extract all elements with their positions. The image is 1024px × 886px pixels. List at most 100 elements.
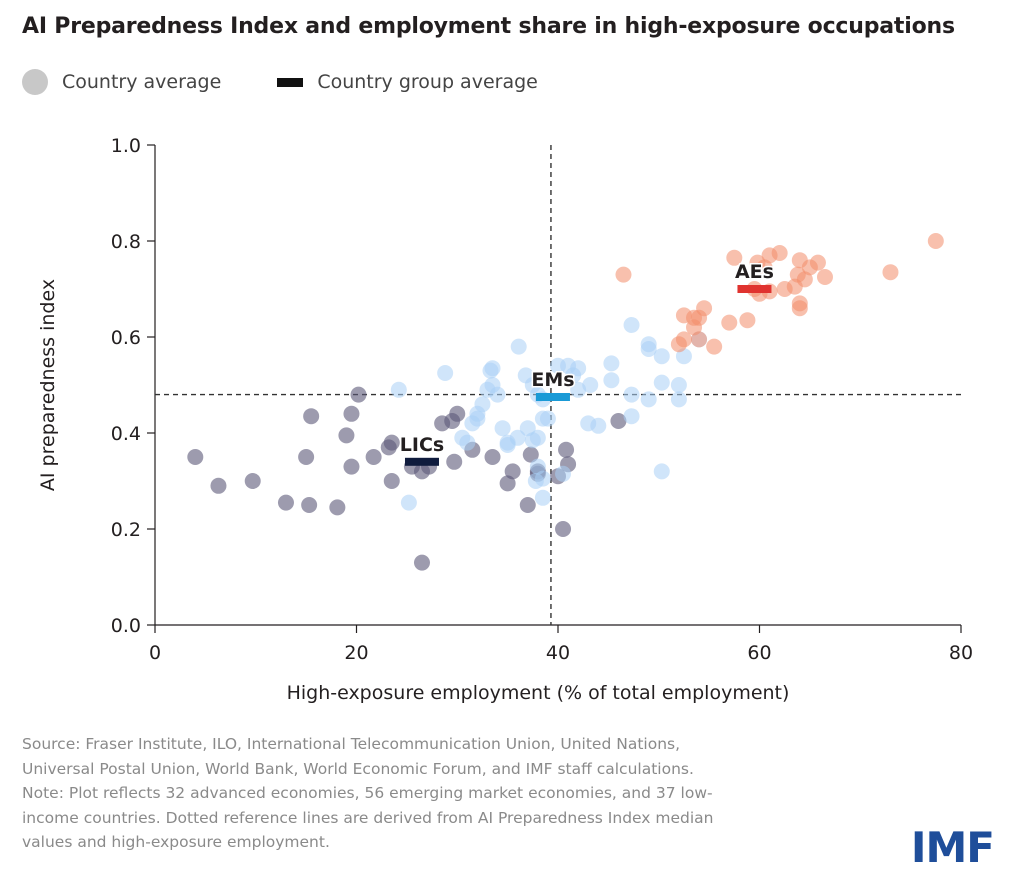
source-line: Source: Fraser Institute, ILO, Internati… (22, 735, 681, 753)
data-point-aes (927, 233, 944, 249)
data-point-lics (301, 497, 318, 513)
data-point-ems (437, 365, 454, 381)
x-tick-label: 20 (344, 642, 368, 664)
data-point-ems (670, 377, 687, 393)
data-point-ems (580, 415, 597, 432)
data-point-aes (771, 245, 788, 261)
data-point-lics (338, 427, 355, 444)
data-point-ems (653, 348, 670, 365)
y-axis-title: AI preparedness index (37, 279, 59, 491)
data-point-lics (329, 499, 346, 516)
data-point-aes (615, 266, 632, 283)
scatter-chart: 0.0 0.2 0.4 0.6 0.8 1.0 0 20 40 60 80 High-exposure… (37, 135, 973, 704)
data-point-ems (529, 429, 546, 446)
data-point-aes (686, 319, 703, 336)
data-point-aes (670, 336, 687, 353)
data-point-lics (499, 475, 516, 492)
data-point-aes (809, 254, 826, 271)
x-tick-label: 60 (747, 642, 771, 664)
group-label-lics: LICs (400, 434, 444, 456)
x-axis-title: High-exposure employment (% of total emp… (287, 682, 790, 704)
data-point-ems (675, 348, 692, 365)
group-label-ems: EMs (531, 369, 574, 391)
data-point-aes (721, 314, 738, 331)
note-line: income countries. Dotted reference lines… (22, 808, 714, 827)
data-point-ems (499, 434, 516, 451)
legend: Country average Country group average (22, 66, 594, 98)
data-point-ems (517, 367, 534, 384)
data-point-ems (484, 377, 501, 393)
data-point-lics (519, 497, 536, 513)
legend-item-group-average: Country group average (277, 71, 538, 93)
data-point-ems (534, 489, 551, 506)
source-line: Universal Postal Union, World Bank, Worl… (22, 759, 694, 778)
data-point-lics (446, 453, 463, 470)
chart-title: AI Preparedness Index and employment sha… (22, 14, 955, 39)
data-point-lics (244, 473, 261, 489)
imf-logo: IMF (910, 823, 995, 872)
data-point-aes (706, 338, 723, 355)
y-tick-label: 0.0 (111, 615, 141, 637)
data-point-ems (653, 463, 670, 480)
data-point-lics (343, 405, 360, 422)
data-point-ems (390, 381, 407, 398)
data-point-aes (816, 269, 833, 285)
data-point-ems (494, 420, 511, 437)
data-point-lics (277, 494, 294, 511)
data-point-ems (603, 372, 620, 389)
legend-item-country-average: Country average (22, 69, 221, 95)
data-point-ems (603, 355, 620, 372)
data-point-ems (565, 367, 582, 384)
data-point-aes (786, 278, 803, 295)
data-point-lics (383, 434, 400, 451)
y-tick-label: 0.2 (111, 519, 141, 541)
data-point-lics (303, 408, 320, 425)
data-point-lics (343, 458, 360, 475)
data-point-lics (413, 554, 430, 571)
note-line: values and high-exposure employment. (22, 833, 330, 851)
data-point-ems (527, 473, 544, 489)
data-point-ems (653, 374, 670, 391)
y-tick-label: 0.8 (111, 231, 141, 253)
data-point-aes (882, 264, 899, 281)
data-point-ems (623, 317, 640, 333)
group-average-lics (404, 457, 439, 466)
data-point-ems (510, 338, 527, 355)
data-point-lics (210, 477, 227, 494)
data-point-lics (610, 413, 627, 429)
data-point-ems (534, 410, 551, 427)
x-tick-label: 80 (949, 642, 973, 664)
legend-label-country-average: Country average (62, 71, 222, 93)
group-average-aes (737, 285, 772, 293)
data-point-lics (522, 446, 539, 463)
legend-bar-icon (277, 77, 304, 87)
data-point-lics (558, 441, 575, 458)
data-point-aes (739, 312, 756, 329)
data-point-lics (484, 449, 501, 465)
data-point-lics (555, 521, 572, 537)
data-point-ems (640, 391, 657, 408)
data-point-ems (519, 420, 536, 437)
data-point-lics (350, 386, 367, 403)
data-point-aes (756, 259, 773, 276)
data-point-lics (383, 473, 400, 489)
data-point-ems (482, 362, 499, 379)
data-point-ems (570, 381, 587, 398)
legend-dot-icon (22, 69, 48, 95)
y-tick-label: 1.0 (111, 135, 141, 157)
y-tick-label: 0.4 (111, 423, 141, 445)
data-point-ems (464, 415, 481, 432)
data-point-lics (187, 449, 204, 465)
data-point-ems (582, 377, 599, 393)
data-point-aes (791, 300, 808, 317)
y-tick-label: 0.6 (111, 327, 141, 349)
data-point-ems (454, 429, 471, 446)
data-point-ems (400, 494, 417, 511)
x-tick-label: 40 (546, 642, 570, 664)
x-tick-label: 0 (149, 642, 161, 664)
data-point-ems (555, 465, 572, 482)
data-point-aes (691, 331, 708, 348)
data-point-ems (623, 386, 640, 403)
data-point-lics (504, 463, 521, 480)
data-point-lics (298, 449, 315, 465)
